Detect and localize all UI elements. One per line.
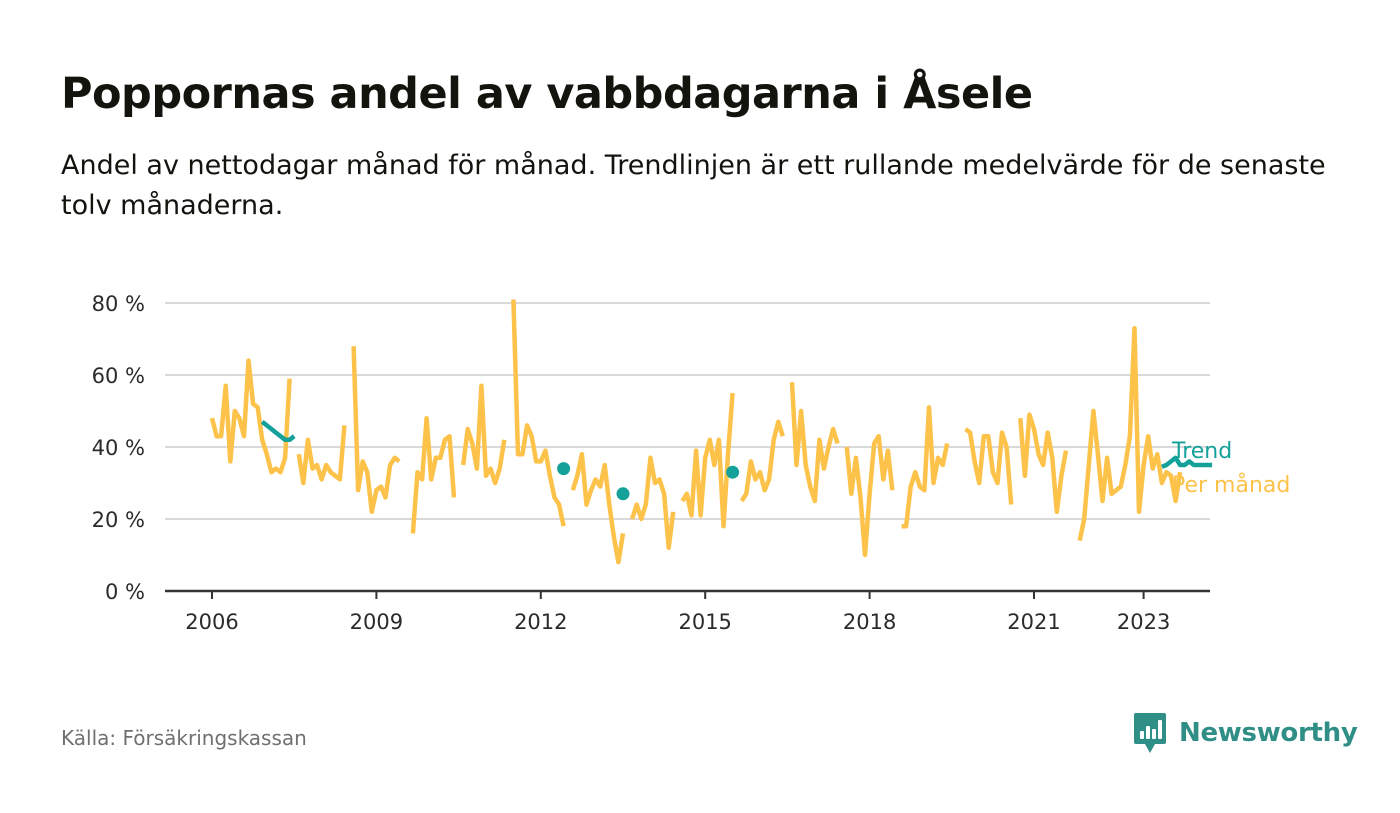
trend-point <box>557 462 571 476</box>
x-tick-label: 2012 <box>514 610 567 634</box>
legend: Trend Per månad <box>1171 439 1290 498</box>
chart-subtitle: Andel av nettodagar månad för månad. Tre… <box>61 150 1326 221</box>
x-tick-label: 2009 <box>350 610 403 634</box>
axes: 0 % 20 % 40 % 60 % 80 % 2006 2009 2012 2015 2018 2… <box>92 292 1210 634</box>
source-note: Källa: Försäkringskassan <box>61 726 307 750</box>
x-tick-label: 2021 <box>1007 610 1060 634</box>
y-tick-label: 60 % <box>92 364 145 388</box>
y-tick-label: 80 % <box>92 292 145 316</box>
trend-point <box>616 487 630 501</box>
x-tick-label: 2018 <box>843 610 896 634</box>
brand-logo[interactable]: Newsworthy <box>1133 712 1358 754</box>
chart-title: Poppornas andel av vabbdagarna i Åsele <box>61 69 1033 119</box>
legend-label-trend: Trend <box>1171 439 1232 464</box>
legend-label-per-manad: Per månad <box>1172 472 1290 498</box>
y-tick-label: 0 % <box>105 580 145 604</box>
x-tick-label: 2015 <box>678 610 731 634</box>
series-layer <box>209 299 1213 565</box>
newsworthy-logo-icon <box>1134 713 1166 753</box>
trend-point <box>726 465 740 479</box>
y-tick-label: 20 % <box>92 508 145 532</box>
brand-name: Newsworthy <box>1179 718 1358 748</box>
grid-lines <box>165 302 1210 520</box>
y-tick-label: 40 % <box>92 436 145 460</box>
series-line-trend <box>260 420 1213 469</box>
x-tick-label: 2006 <box>185 610 238 634</box>
x-tick-label: 2023 <box>1117 610 1170 634</box>
series-line-per-manad <box>209 299 1183 565</box>
